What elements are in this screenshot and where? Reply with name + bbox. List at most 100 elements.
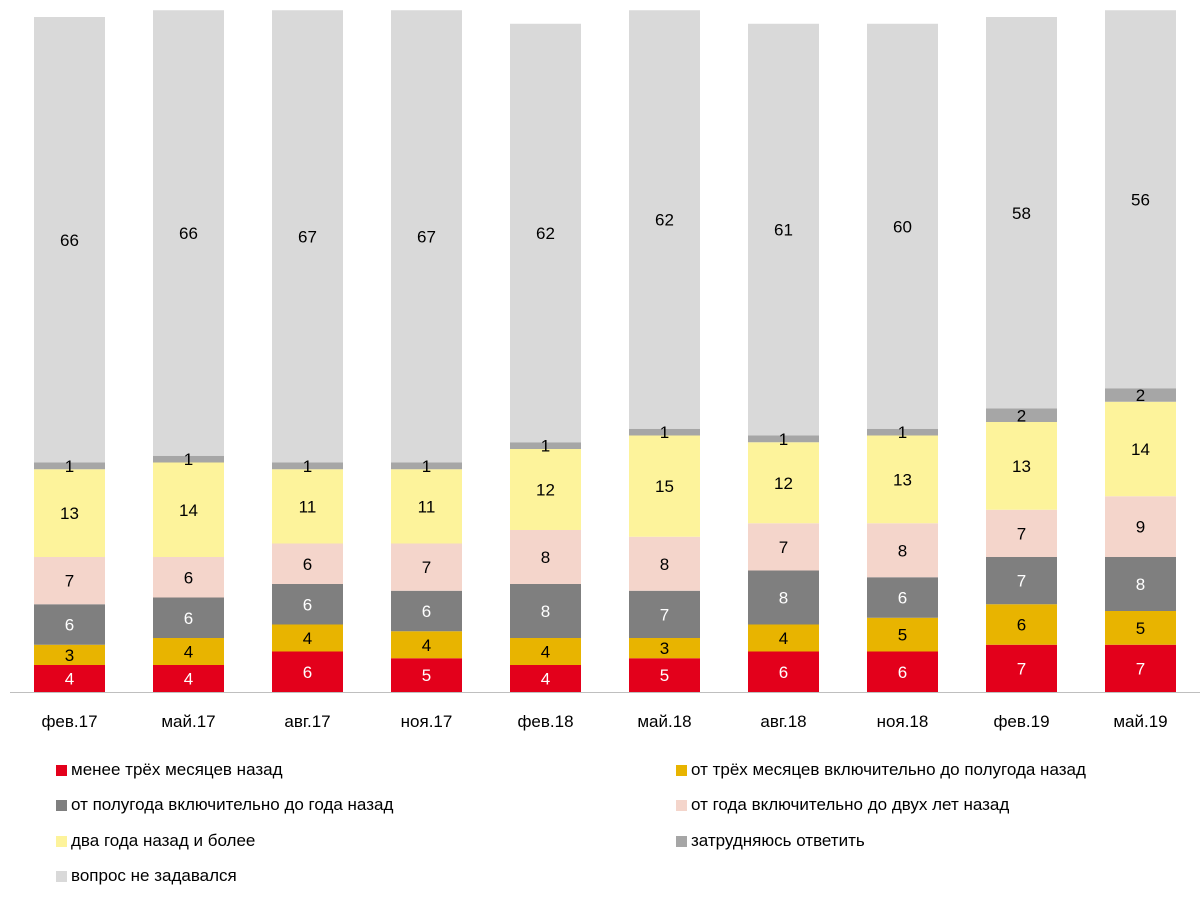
data-label-s4-8: 13 — [1012, 457, 1031, 476]
bar-segment-s6-0 — [34, 17, 105, 463]
bar-segment-s3-0 — [34, 557, 105, 605]
bar-segment-s0-6 — [748, 651, 819, 692]
data-label-s2-7: 6 — [898, 589, 907, 608]
bar-segment-s2-6 — [748, 570, 819, 625]
bar-segment-s4-8 — [986, 422, 1057, 510]
bar-segment-s0-2 — [272, 651, 343, 692]
bar-segment-s6-6 — [748, 23, 819, 436]
x-tick-label-2: авг.17 — [284, 712, 330, 731]
data-label-s6-1: 66 — [179, 224, 198, 243]
data-label-s6-0: 66 — [60, 231, 79, 250]
data-label-s6-8: 58 — [1012, 204, 1031, 223]
data-label-s2-4: 8 — [541, 602, 550, 621]
bar-segment-s6-9 — [1105, 10, 1176, 389]
bar-segment-s1-1 — [153, 638, 224, 665]
data-label-s4-9: 14 — [1131, 440, 1150, 459]
data-label-s0-7: 6 — [898, 663, 907, 682]
data-label-s5-4: 1 — [541, 437, 550, 456]
bar-segment-s5-7 — [867, 428, 938, 436]
bar-segment-s4-2 — [272, 469, 343, 544]
bar-segment-s1-5 — [629, 638, 700, 659]
data-label-s0-0: 4 — [65, 670, 74, 689]
data-label-s1-8: 6 — [1017, 616, 1026, 635]
bar-segment-s4-4 — [510, 449, 581, 530]
x-tick-label-8: фев.19 — [993, 712, 1049, 731]
bar-segment-s0-1 — [153, 665, 224, 692]
data-label-s5-8: 2 — [1017, 406, 1026, 425]
bar-segment-s2-3 — [391, 590, 462, 632]
bar-segment-s5-5 — [629, 428, 700, 436]
bar-segment-s3-2 — [272, 543, 343, 584]
x-tick-label-0: фев.17 — [41, 712, 97, 731]
bar-segment-s1-6 — [748, 624, 819, 652]
bar-segment-s2-7 — [867, 577, 938, 618]
data-label-s1-4: 4 — [541, 643, 550, 662]
bar-segment-s4-3 — [391, 469, 462, 544]
data-label-s3-3: 7 — [422, 558, 431, 577]
data-label-s3-5: 8 — [660, 555, 669, 574]
data-label-s6-6: 61 — [774, 221, 793, 240]
data-label-s6-3: 67 — [417, 227, 436, 246]
bar-segment-s1-8 — [986, 604, 1057, 645]
bar-segment-s6-2 — [272, 10, 343, 463]
data-label-s1-6: 4 — [779, 629, 788, 648]
bar-segment-s2-8 — [986, 557, 1057, 605]
bar-segment-s5-2 — [272, 462, 343, 470]
bar-segment-s3-5 — [629, 536, 700, 591]
data-label-s6-9: 56 — [1131, 190, 1150, 209]
data-label-s0-3: 5 — [422, 666, 431, 685]
bar-segment-s1-9 — [1105, 611, 1176, 645]
bar-segment-s3-3 — [391, 543, 462, 591]
data-label-s3-1: 6 — [184, 568, 193, 587]
bar-segment-s0-7 — [867, 651, 938, 692]
bar-segment-s5-4 — [510, 442, 581, 449]
data-label-s0-4: 4 — [541, 670, 550, 689]
data-label-s4-1: 14 — [179, 501, 198, 520]
bar-segment-s1-4 — [510, 638, 581, 665]
data-label-s6-5: 62 — [655, 211, 674, 230]
x-tick-label-7: ноя.18 — [877, 712, 929, 731]
data-label-s4-7: 13 — [893, 470, 912, 489]
x-tick-label-3: ноя.17 — [401, 712, 453, 731]
bar-segment-s2-1 — [153, 597, 224, 638]
bar-segment-s1-2 — [272, 624, 343, 652]
bar-segment-s4-6 — [748, 442, 819, 524]
data-label-s0-8: 7 — [1017, 659, 1026, 678]
bar-segment-s6-8 — [986, 17, 1057, 409]
data-label-s4-6: 12 — [774, 474, 793, 493]
data-label-s0-1: 4 — [184, 670, 193, 689]
x-tick-labels: фев.17 май.17 авг.17 ноя.17 фев.18 май.18 авг.… — [41, 712, 1167, 731]
data-label-s3-8: 7 — [1017, 524, 1026, 543]
bar-segment-s4-1 — [153, 462, 224, 557]
x-tick-label-6: авг.18 — [760, 712, 806, 731]
bar-segment-s5-8 — [986, 408, 1057, 422]
data-label-s6-4: 62 — [536, 224, 555, 243]
data-label-s1-7: 5 — [898, 626, 907, 645]
bar-segment-s0-5 — [629, 658, 700, 692]
bar-segment-s5-3 — [391, 462, 462, 470]
bar-segment-s1-7 — [867, 617, 938, 652]
data-label-s5-5: 1 — [660, 423, 669, 442]
data-label-s2-3: 6 — [422, 602, 431, 621]
bar-segment-s1-3 — [391, 631, 462, 659]
bar-segment-s5-6 — [748, 435, 819, 443]
data-label-s3-9: 9 — [1136, 518, 1145, 537]
data-label-s3-0: 7 — [65, 572, 74, 591]
data-label-s5-3: 1 — [422, 457, 431, 476]
data-label-s5-0: 1 — [65, 457, 74, 476]
data-label-s3-2: 6 — [303, 555, 312, 574]
x-tick-label-4: фев.18 — [517, 712, 573, 731]
data-label-s4-0: 13 — [60, 504, 79, 523]
data-label-s5-1: 1 — [184, 450, 193, 469]
data-label-s4-5: 15 — [655, 477, 674, 496]
bar-segment-s3-8 — [986, 509, 1057, 557]
data-label-s1-1: 4 — [184, 643, 193, 662]
data-label-s4-2: 11 — [299, 497, 317, 516]
data-label-s4-4: 12 — [536, 481, 555, 500]
data-label-s3-6: 7 — [779, 538, 788, 557]
bar-segment-s4-9 — [1105, 401, 1176, 497]
bar-segment-s5-1 — [153, 455, 224, 463]
bar-segment-s6-4 — [510, 23, 581, 443]
data-label-s1-3: 4 — [422, 636, 431, 655]
data-labels-layer: 4367131664466141666466111675467111674488… — [60, 190, 1150, 688]
